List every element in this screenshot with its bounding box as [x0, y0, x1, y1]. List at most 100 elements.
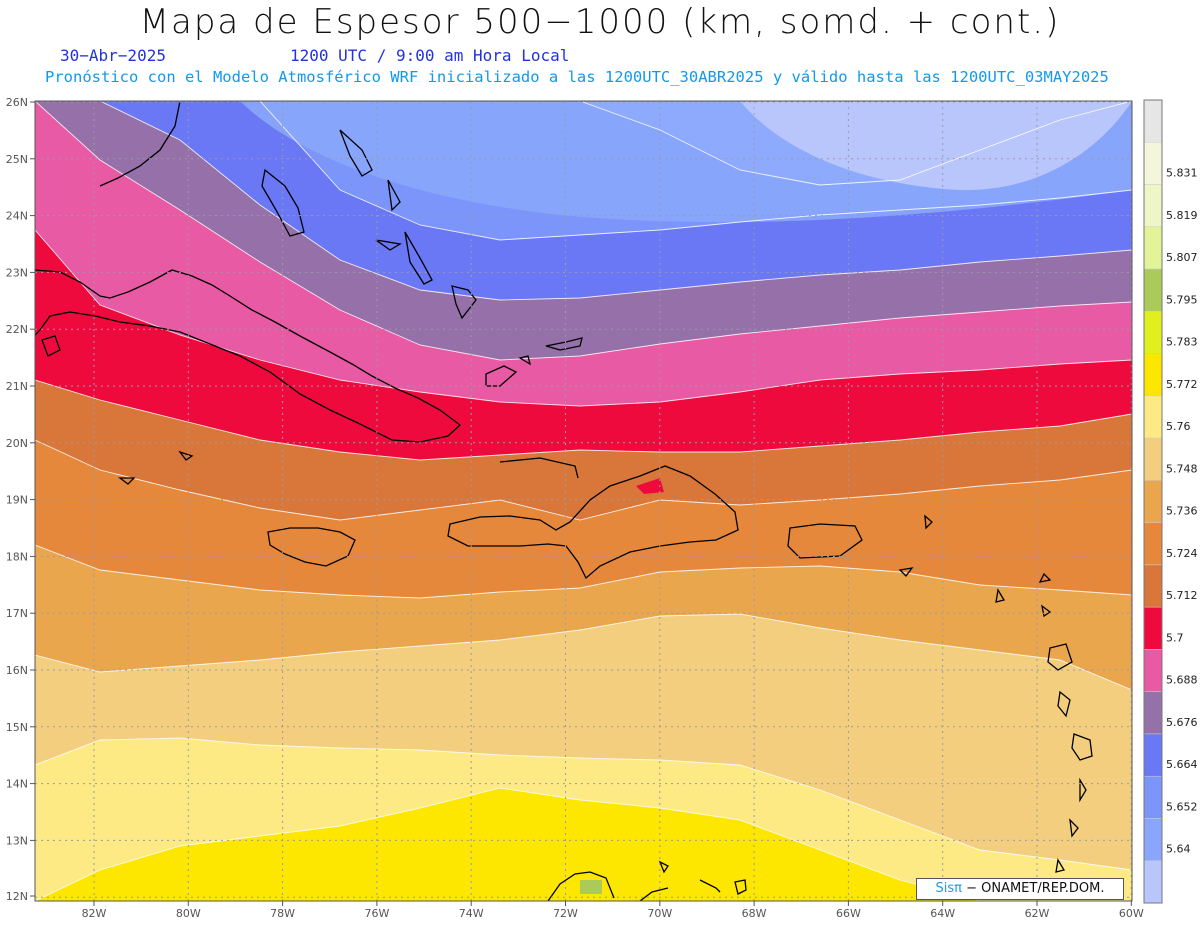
contour-line	[35, 544, 1132, 599]
colorbar-swatch	[1143, 606, 1163, 650]
lon-label: 82W	[82, 907, 107, 920]
lon-label: 74W	[459, 907, 484, 920]
lon-label: 76W	[364, 907, 389, 920]
thickness-band	[35, 230, 1132, 460]
colorbar: 5.831 5.819 5.807 5.795 5.783 5.772 5.76 5.748 5…	[1143, 99, 1198, 904]
colorbar-label: 5.712	[1166, 589, 1198, 602]
colorbar-label: 5.795	[1166, 293, 1198, 306]
lat-label: 13N	[6, 834, 28, 847]
colorbar-swatch	[1143, 437, 1163, 481]
lat-label: 15N	[6, 721, 28, 734]
contour-line	[35, 101, 1132, 361]
colorbar-swatch	[1143, 226, 1163, 270]
thickness-band	[35, 101, 1132, 360]
coastlines	[35, 101, 1093, 901]
colorbar-swatch	[1143, 649, 1163, 692]
forecast-time: 1200 UTC / 9:00 am Hora Local	[290, 46, 570, 65]
contour-line	[35, 379, 1132, 461]
contour-line	[35, 101, 1132, 241]
thickness-band	[35, 440, 1132, 598]
map-title: Mapa de Espesor 500−1000 (km, somd. + co…	[139, 2, 1061, 42]
thickness-band	[35, 380, 1132, 520]
colorbar-swatch	[1143, 564, 1163, 608]
lat-label: 19N	[6, 494, 28, 507]
thickness-band	[35, 101, 1132, 300]
colorbar-swatch	[1143, 99, 1163, 143]
colorbar-swatch	[1143, 775, 1163, 819]
colorbar-swatch	[1143, 395, 1163, 439]
colorbar-label: 5.783	[1166, 336, 1198, 349]
lat-label: 25N	[6, 153, 28, 166]
colorbar-swatch	[1143, 733, 1163, 777]
lat-label: 22N	[6, 323, 28, 336]
longitude-labels: 82W 80W 78W 76W 74W 72W 70W 68W 66W 64W 62W 60W	[82, 901, 1144, 920]
south-america-coastline	[547, 860, 747, 901]
thickness-bands	[35, 101, 1132, 901]
thickness-band	[35, 101, 1132, 406]
lon-label: 68W	[742, 907, 767, 920]
colorbar-frame	[1143, 99, 1163, 904]
colorbar-label: 5.688	[1166, 674, 1198, 687]
contour-line	[35, 101, 1132, 186]
lat-label: 24N	[6, 210, 28, 223]
colorbar-label: 5.831	[1166, 167, 1198, 180]
isla-juventud-coastline	[41, 335, 61, 357]
colorbar-swatch	[1143, 142, 1163, 185]
band-green-patch	[580, 880, 602, 894]
lat-label: 20N	[6, 437, 28, 450]
hispaniola-coastline	[447, 457, 739, 580]
lon-label: 62W	[1025, 907, 1050, 920]
lat-label: 12N	[6, 890, 28, 903]
lon-label: 66W	[836, 907, 861, 920]
forecast-date: 30−Abr−2025	[60, 46, 166, 65]
thickness-band	[35, 788, 1132, 901]
credit-organization: − ONAMET/REP.DOM.	[966, 881, 1105, 896]
lat-label: 16N	[6, 664, 28, 677]
lat-label: 26N	[6, 96, 28, 109]
south-florida-coastline	[99, 101, 181, 187]
lat-label: 18N	[6, 550, 28, 563]
colorbar-label: 5.64	[1166, 843, 1191, 856]
lat-label: 23N	[6, 266, 28, 279]
colorbar-label: 5.819	[1166, 209, 1198, 222]
thickness-band	[35, 614, 1132, 870]
colorbar-label: 5.748	[1166, 462, 1198, 475]
colorbar-label: 5.7	[1166, 631, 1184, 644]
credit-box: Sisπ − ONAMET/REP.DOM.	[916, 878, 1124, 900]
lon-label: 78W	[270, 907, 295, 920]
cuba-coastline	[35, 269, 462, 443]
colorbar-label: 5.736	[1166, 505, 1198, 518]
latitude-labels: 26N 25N 24N 23N 22N 21N 20N 19N 18N 17N 16N 15N 14N 1…	[6, 96, 35, 903]
colorbar-swatch	[1143, 818, 1163, 861]
colorbar-label: 5.76	[1166, 420, 1191, 433]
contour-line	[35, 101, 1132, 301]
colorbar-swatch	[1143, 184, 1163, 228]
colorbar-label: 5.664	[1166, 758, 1198, 771]
colorbar-label: 5.676	[1166, 716, 1198, 729]
colorbar-swatch	[1143, 268, 1163, 312]
sispi-logo-text: Sisπ	[935, 881, 962, 896]
bahamas-islands-coastline	[339, 129, 583, 387]
lat-label: 17N	[6, 607, 28, 620]
contour-line	[35, 439, 1132, 521]
colorbar-label: 5.772	[1166, 378, 1198, 391]
colorbar-swatch	[1143, 860, 1163, 904]
lesser-antilles-coastline	[118, 450, 1093, 873]
thickness-band	[35, 545, 1132, 690]
lat-label: 21N	[6, 380, 28, 393]
band-lightest-blue-2	[740, 101, 1132, 191]
puerto-rico-coastline	[787, 523, 863, 559]
andros-coastline	[261, 168, 305, 237]
lon-label: 60W	[1119, 907, 1144, 920]
lat-label: 14N	[6, 778, 28, 791]
colorbar-swatch	[1143, 691, 1163, 735]
model-info: Pronóstico con el Modelo Atmosférico WRF…	[45, 68, 1109, 86]
contour-line	[35, 613, 1132, 691]
lon-label: 72W	[553, 907, 578, 920]
band-red-patch	[636, 478, 664, 494]
colorbar-swatch	[1143, 480, 1163, 523]
colorbar-swatch	[1143, 311, 1163, 354]
plot-frame	[34, 100, 1133, 902]
colorbar-label: 5.724	[1166, 547, 1198, 560]
